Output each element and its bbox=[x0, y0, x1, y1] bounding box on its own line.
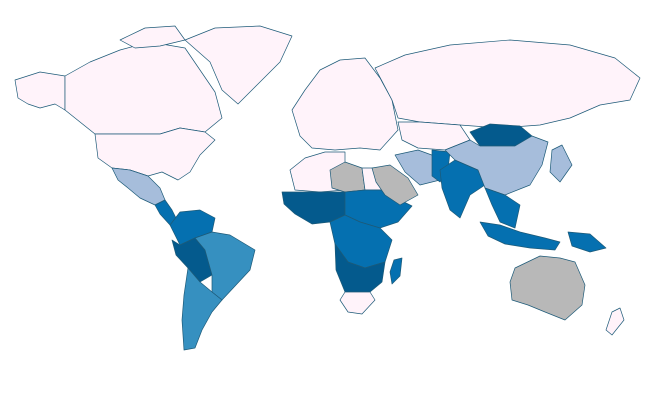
united-states bbox=[94, 127, 216, 181]
greenland bbox=[184, 25, 293, 105]
brazil bbox=[194, 231, 256, 301]
canada bbox=[64, 41, 223, 135]
argentina-chile bbox=[181, 267, 223, 351]
japan-korea bbox=[549, 144, 573, 183]
china bbox=[444, 135, 549, 196]
russia bbox=[374, 39, 641, 129]
europe bbox=[291, 57, 399, 151]
arabia bbox=[371, 164, 419, 206]
south-africa bbox=[339, 291, 376, 315]
southern-africa bbox=[334, 243, 386, 293]
arctic-islands bbox=[119, 25, 186, 49]
australia bbox=[509, 255, 586, 321]
southeast-asia bbox=[484, 187, 521, 229]
indonesia-philippines bbox=[479, 221, 561, 251]
madagascar bbox=[389, 257, 403, 285]
alaska bbox=[14, 71, 66, 111]
papua bbox=[567, 231, 607, 253]
new-zealand bbox=[605, 307, 625, 336]
